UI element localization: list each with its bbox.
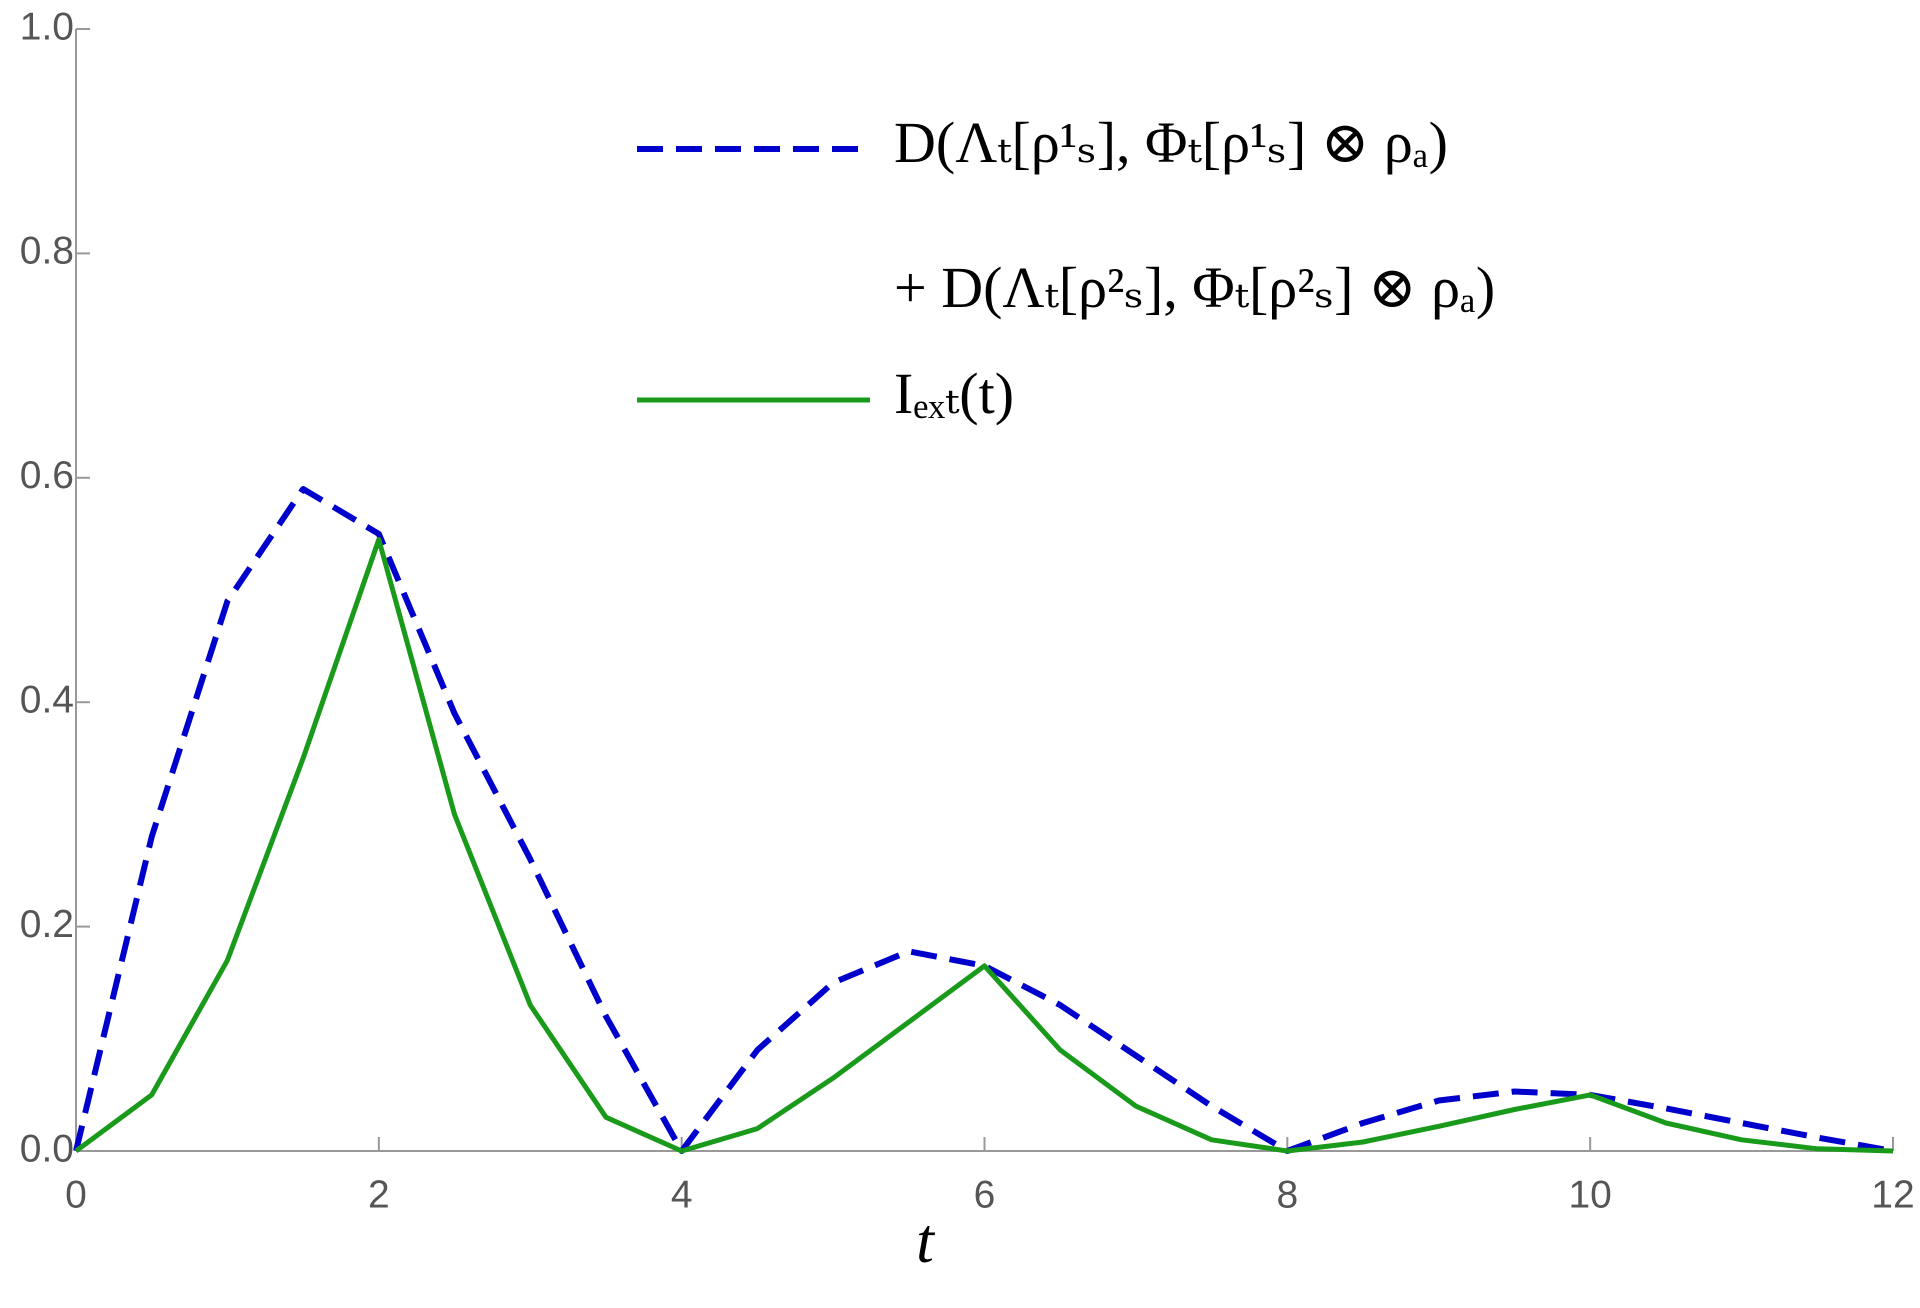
series-line [73,486,1894,1154]
legend-line: Iₑₓₜ(t) [894,361,1014,426]
x-tick-label: 0 [65,1173,87,1216]
x-tick-label: 10 [1568,1173,1611,1216]
y-tick-label: 1.0 [20,5,74,48]
y-tick-label: 0.4 [20,678,74,721]
x-tick-label: 8 [1276,1173,1298,1216]
y-tick-label: 0.2 [20,903,74,946]
legend-label: Iₑₓₜ(t) [894,361,1014,426]
x-axis-label: t [916,1205,936,1276]
legend-label: D(Λₜ[ρ¹ₛ], Φₜ[ρ¹ₛ] ⊗ ρₐ) + D(Λₜ[ρ²ₛ], Φₜ[… [894,110,1495,320]
y-tick-label: 0.8 [20,230,74,273]
x-tick-label: 4 [671,1173,693,1216]
series-line [74,537,1894,1154]
x-tick-label: 12 [1871,1173,1914,1216]
x-tick-label: 6 [974,1173,996,1216]
x-tick-label: 2 [368,1173,390,1216]
legend-line: + D(Λₜ[ρ²ₛ], Φₜ[ρ²ₛ] ⊗ ρₐ) [894,255,1495,320]
legend-line: D(Λₜ[ρ¹ₛ], Φₜ[ρ¹ₛ] ⊗ ρₐ) [894,110,1448,175]
y-tick-label: 0.0 [20,1127,74,1170]
y-tick-label: 0.6 [20,454,74,497]
